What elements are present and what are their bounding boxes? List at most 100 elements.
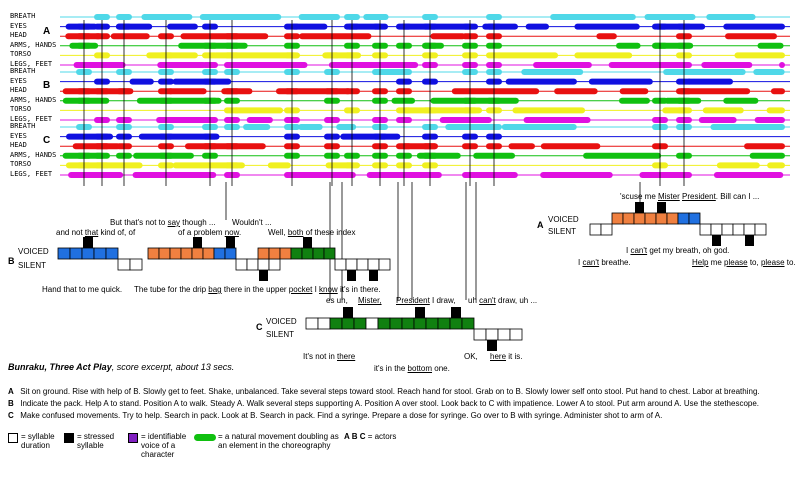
movement-stroke [583,152,662,159]
b-grid2-cell [257,258,270,271]
movement-stroke [608,62,682,68]
movement-stroke [246,117,273,123]
a-grid-cell [633,212,646,225]
c-grid-cell [341,317,355,330]
movement-stroke [336,124,357,130]
b-grid2-stress [259,270,268,281]
b-grid2-cell [158,247,171,260]
a-text-2: I can't get my breath, oh god. [626,246,730,255]
movement-stroke [505,78,577,85]
b-text-7: The tube for the drip bag there in the u… [134,285,381,294]
movement-stroke [110,33,150,40]
note-b: B Indicate the pack. Help A to stand. Po… [8,399,760,408]
movement-stroke [554,88,598,95]
movement-stroke [767,162,785,169]
actor-label-a: A [43,26,51,37]
legend-voice-text: = identifiable voice of a character [141,432,187,459]
movement-stroke [430,33,466,40]
movement-stroke [512,107,586,114]
c-text-9: here it is. [490,352,523,361]
a-grid-stress [745,235,754,246]
b-grid-cell [57,247,71,260]
sync-stroke [94,14,110,20]
b-grid2-stress [226,237,235,248]
track-label: TORSO [10,50,32,59]
movement-stroke [291,172,356,178]
a-text-3: I can't breathe. [578,258,631,267]
a-grid-stress [712,235,721,246]
b-grid3-cell [312,247,325,260]
c-grid-stress [451,307,461,318]
movement-stroke [723,23,785,30]
a-grid-cell [600,223,613,236]
b-grid-cell [105,247,119,260]
a-grid-cell [754,223,767,236]
legend-stressed-swatch [64,433,74,443]
c-grid-cell [509,328,523,341]
sync-lines [83,20,685,300]
b-grid2-cell [169,247,182,260]
b-grid3-cell [367,258,380,271]
movement-stroke [619,97,650,104]
movement-stroke [199,14,282,20]
b-grid-cell [129,258,143,271]
b-grid3-cell [334,258,347,271]
sync-stroke [486,14,502,20]
movement-stroke [73,62,126,68]
movement-stroke [686,78,733,85]
sync-stroke [652,14,668,20]
movement-stroke [639,172,688,178]
c-text-2: Mister, [358,296,382,305]
movement-stroke [167,23,198,30]
movement-stroke [508,143,535,150]
movement-stroke [716,162,760,169]
movement-stroke [297,124,323,130]
track-label: LEGS, FEET [10,60,53,68]
b-grid2-cell [224,247,237,260]
legend-voice-swatch [128,433,138,443]
b-grid3-cell [378,258,391,271]
track-label: EYES [10,76,27,85]
b-grid-cell [93,247,107,260]
c-text-3: President [396,296,430,305]
movement-stroke [136,97,222,104]
movement-stroke [243,124,271,130]
b-grid3-cell [323,247,336,260]
c-grid-cell [353,317,367,330]
b-grid-cell [117,258,131,271]
c-text-1: es uh, [326,296,348,305]
c-grid-cell [317,317,331,330]
movement-stroke [267,162,291,169]
c-grid-cell [329,317,343,330]
b-grid2-cell [191,247,204,260]
b-grid3-stress [369,270,378,281]
track-label: HEAD [10,141,27,150]
actor-label-c: C [43,135,51,146]
movement-stroke [596,33,617,40]
b-grid3-cell [345,258,358,271]
movement-stroke [778,62,785,68]
movement-stroke [156,117,214,123]
b-grid2-cell [180,247,193,260]
a-grid-cell [699,223,712,236]
movement-stroke [616,42,641,49]
movement-stroke [770,88,785,95]
legend-natural-text: = a natural movement doubling as an elem… [218,432,339,450]
legend-natural-swatch [194,434,216,441]
c-text-6: It's not in there [303,352,356,361]
a-grid-cell [710,223,723,236]
c-grid-cell [497,328,511,341]
movement-strokes [62,14,785,178]
actor-c-voice-label: C [256,322,263,332]
movement-stroke [766,107,785,114]
movement-stroke [702,107,744,114]
b-grid-stress [83,237,93,248]
movement-stroke [706,14,756,20]
sync-stroke [158,14,174,20]
b-grid3-cell [268,247,281,260]
c-grid-cell [485,328,499,341]
b-text-5: Well, both of these index [268,228,356,237]
movement-stroke [588,78,653,85]
b-grid3-cell [257,247,270,260]
